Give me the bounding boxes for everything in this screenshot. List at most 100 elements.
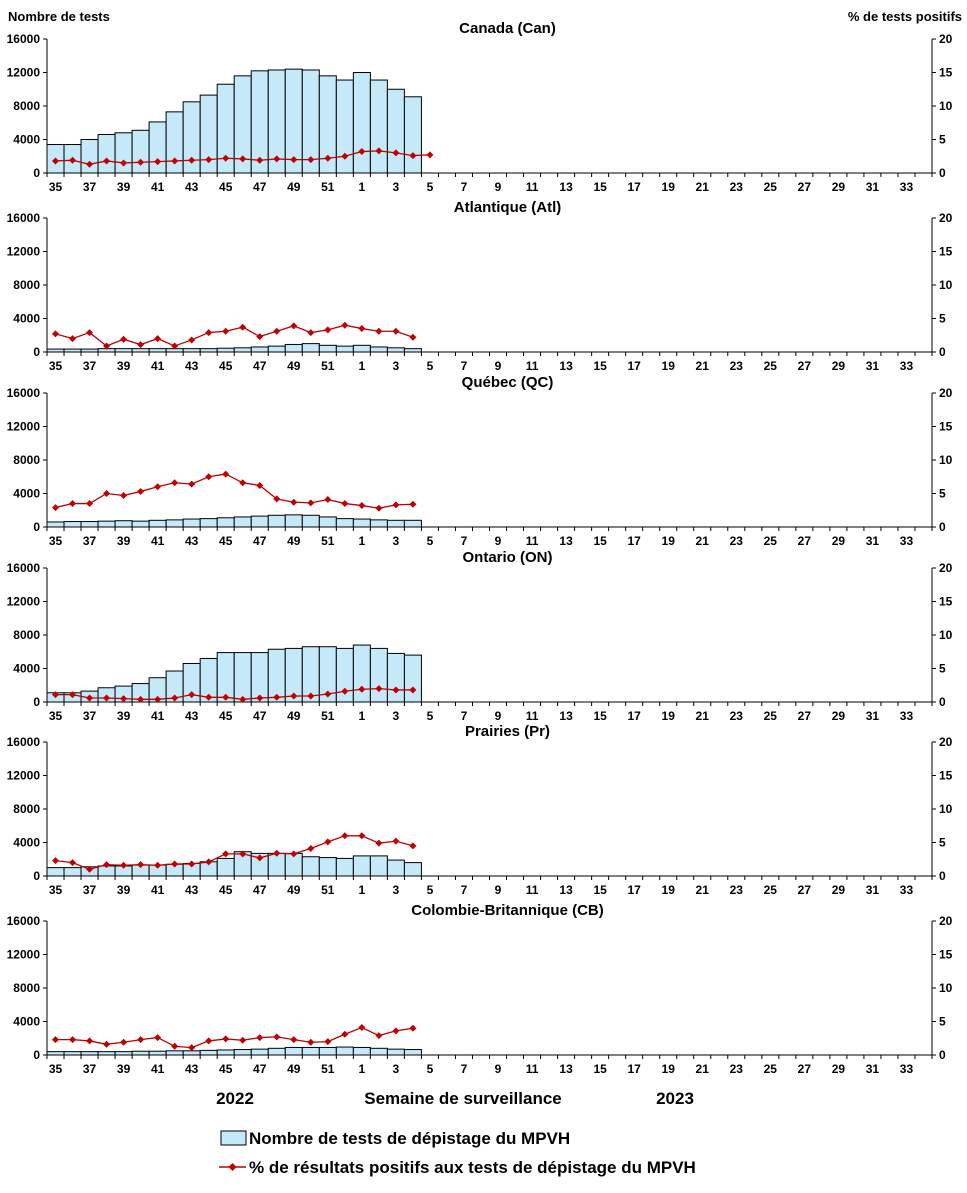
x-tick-label: 47 [253,1062,267,1076]
bar-colombie-britannique-cb-week-35 [46,1051,65,1056]
x-tick-label: 25 [764,180,778,194]
x-tick-label: 43 [185,359,199,373]
x-tick-label: 51 [321,709,335,723]
bar-quebec-qc-week-46 [233,516,252,528]
percent-point-atlantique-atl-week-45 [222,327,230,335]
bar-colombie-britannique-cb-week-3 [386,1048,405,1056]
percent-point-prairies-pr-week-40 [137,861,145,869]
x-tick-label: 11 [526,883,539,897]
x-tick-label: 49 [287,709,301,723]
percent-point-atlantique-atl-week-41 [154,335,162,343]
x-tick-label: 33 [900,180,914,194]
x-tick-label: 17 [627,709,641,723]
percent-point-colombie-britannique-cb-week-51 [324,1038,332,1046]
bar-quebec-qc-week-43 [182,518,201,528]
left-tick-label: 16000 [7,735,41,749]
percent-line-quebec-qc [55,473,413,509]
percent-point-quebec-qc-week-46 [239,479,247,487]
percent-point-ontario-on-week-1 [358,685,366,693]
percent-point-atlantique-atl-week-40 [137,341,145,349]
x-tick-label: 11 [526,180,539,194]
x-tick-label: 9 [495,359,502,373]
bar-quebec-qc-week-45 [216,517,235,528]
x-tick-label: 19 [662,709,676,723]
bar-prairies-pr-week-50 [301,856,320,877]
x-tick-label: 29 [832,883,846,897]
bar-quebec-qc-week-51 [318,516,337,528]
left-tick-label: 8000 [13,981,40,995]
percent-point-canada-can-week-51 [324,154,332,162]
panel-title: Prairies (Pr) [465,723,550,740]
bar-atlantique-atl-week-37 [80,348,99,353]
percent-point-canada-can-week-40 [137,158,145,166]
bar-colombie-britannique-cb-week-45 [216,1049,235,1056]
x-tick-label: 13 [559,180,573,194]
bar-atlantique-atl-week-35 [46,348,65,353]
bar-ontario-on-week-4 [403,654,422,703]
bar-quebec-qc-week-38 [97,520,116,528]
percent-point-canada-can-week-3 [392,149,400,157]
bar-quebec-qc-week-39 [114,520,133,528]
x-tick-label: 29 [832,180,846,194]
x-tick-label: 5 [427,883,434,897]
percent-point-ontario-on-week-3 [392,686,400,694]
x-tick-label: 19 [662,180,676,194]
panel-colombie-britannique-cb: Colombie-Britannique (CB) 0 4000 8000 12000 1… [7,902,953,1076]
x-tick-label: 11 [526,359,539,373]
x-tick-label: 37 [83,709,97,723]
percent-point-prairies-pr-week-52 [341,832,349,840]
x-tick-label: 17 [627,1062,641,1076]
percent-point-canada-can-week-41 [154,158,162,166]
bar-quebec-qc-week-49 [284,514,303,528]
percent-point-ontario-on-week-43 [188,691,196,699]
left-tick-label: 0 [33,869,40,883]
x-tick-label: 7 [461,359,468,373]
percent-point-colombie-britannique-cb-week-39 [120,1038,128,1046]
x-tick-label: 3 [393,709,400,723]
x-tick-label: 25 [764,359,778,373]
percent-point-atlantique-atl-week-46 [239,323,247,331]
percent-point-canada-can-week-48 [273,155,281,163]
percent-point-prairies-pr-week-41 [154,861,162,869]
bar-atlantique-atl-week-41 [148,348,167,353]
x-tick-label: 35 [49,534,63,548]
bar-canada-can-week-38 [97,133,116,174]
x-tick-label: 11 [526,534,539,548]
bar-colombie-britannique-cb-week-4 [403,1049,422,1056]
x-tick-label: 15 [593,1062,607,1076]
percent-point-atlantique-atl-week-52 [341,321,349,329]
x-tick-label: 3 [393,534,400,548]
x-tick-label: 17 [627,359,641,373]
x-tick-label: 23 [730,883,744,897]
x-tick-label: 51 [321,180,335,194]
bar-prairies-pr-week-48 [267,852,286,877]
bar-colombie-britannique-cb-week-2 [369,1047,388,1056]
bar-quebec-qc-week-47 [250,515,269,528]
x-tick-label: 29 [832,534,846,548]
bar-canada-can-week-2 [369,79,388,174]
percent-point-canada-can-week-45 [222,154,230,162]
percent-point-prairies-pr-week-35 [52,857,60,865]
x-tick-label: 31 [866,534,880,548]
percent-point-quebec-qc-week-35 [52,504,60,512]
x-tick-label: 3 [393,1062,400,1076]
bar-quebec-qc-week-36 [63,521,82,528]
bar-canada-can-week-1 [352,72,371,174]
x-tick-label: 15 [593,359,607,373]
bar-quebec-qc-week-3 [386,519,405,528]
percent-point-atlantique-atl-week-51 [324,326,332,334]
right-tick-label: 20 [939,211,953,225]
x-tick-label: 35 [49,1062,63,1076]
x-tick-label: 1 [359,359,366,373]
percent-point-atlantique-atl-week-47 [256,333,264,341]
bar-quebec-qc-week-52 [335,518,354,528]
percent-point-atlantique-atl-week-35 [52,330,60,338]
x-tick-label: 45 [219,883,233,897]
right-tick-label: 5 [939,1015,946,1029]
x-tick-label: 47 [253,709,267,723]
left-tick-label: 8000 [13,802,40,816]
percent-point-prairies-pr-week-1 [358,832,366,840]
percent-point-ontario-on-week-51 [324,690,332,698]
bar-prairies-pr-week-4 [403,862,422,877]
x-tick-label: 23 [730,359,744,373]
